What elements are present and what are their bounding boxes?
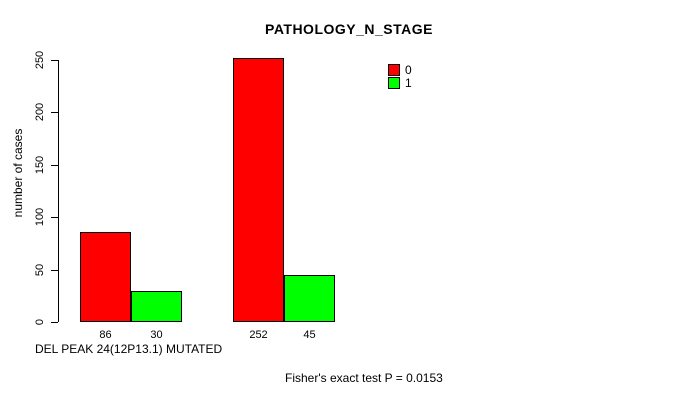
bar — [131, 290, 182, 322]
y-tick-label: 100 — [34, 208, 46, 227]
bar-value-label: 252 — [249, 329, 268, 341]
y-tick — [51, 112, 58, 114]
y-tick-label: 150 — [34, 155, 46, 174]
y-tick-label: 50 — [34, 263, 46, 276]
x-axis-title: DEL PEAK 24(12P13.1) MUTATED — [35, 342, 223, 356]
y-tick-label: 0 — [34, 318, 46, 326]
y-tick — [51, 164, 58, 166]
y-tick — [51, 269, 58, 271]
legend-label: 1 — [405, 75, 412, 90]
y-tick — [51, 322, 58, 323]
bar — [80, 231, 131, 322]
bar — [233, 57, 284, 322]
bar-value-label: 45 — [303, 329, 316, 341]
y-tick — [51, 217, 58, 219]
chart-title: PATHOLOGY_N_STAGE — [265, 21, 433, 37]
legend-label: 0 — [405, 63, 412, 77]
y-tick-label: 200 — [34, 103, 46, 122]
y-tick-label: 250 — [34, 50, 46, 70]
y-axis-line — [58, 60, 59, 322]
bar — [284, 274, 335, 322]
bar-value-label: 30 — [150, 329, 163, 341]
legend-swatch — [388, 64, 400, 76]
legend-swatch — [388, 76, 400, 89]
y-tick — [51, 60, 58, 61]
annotation-fisher-test: Fisher's exact test P = 0.0153 — [285, 371, 443, 385]
bar-value-label: 86 — [99, 329, 112, 341]
y-axis-title: number of cases — [11, 128, 25, 218]
